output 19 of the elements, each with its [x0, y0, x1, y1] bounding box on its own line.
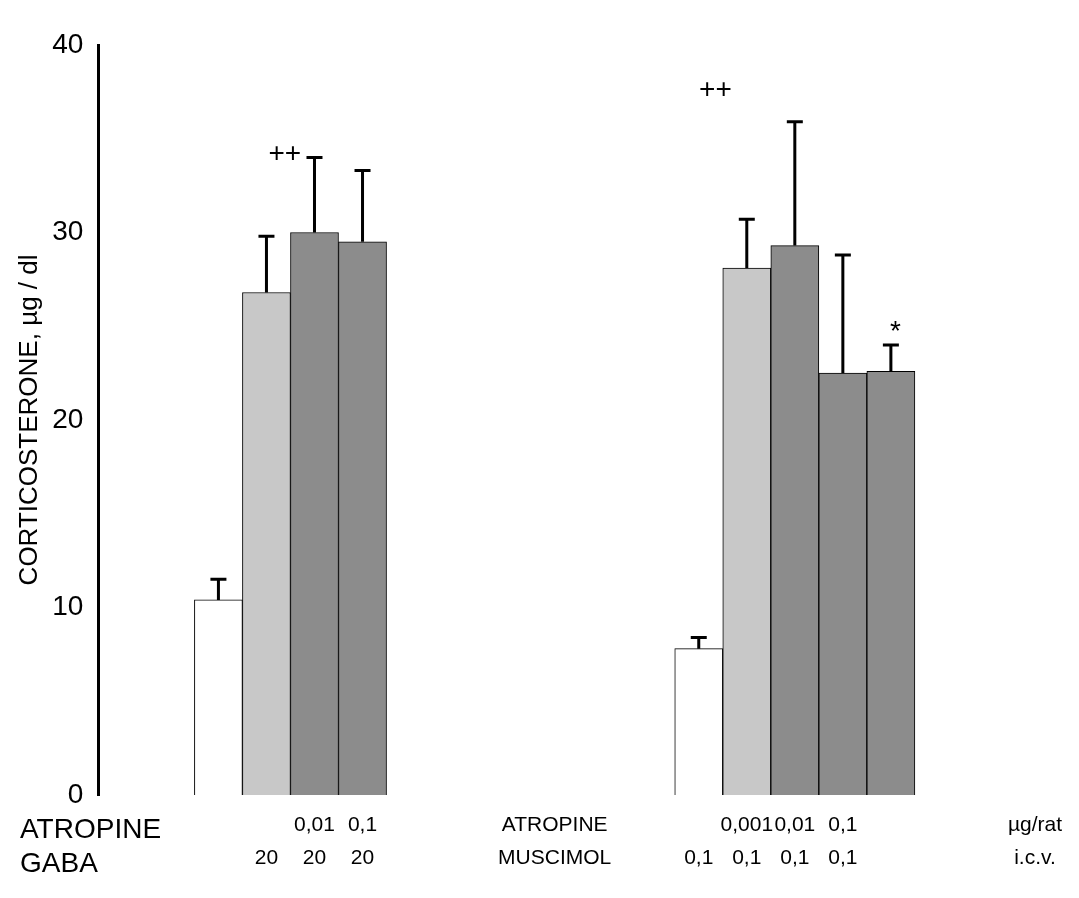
x-tick-label: 0,01 20: [294, 811, 335, 868]
y-tick-label: 30: [52, 215, 84, 247]
y-tick-label: 0: [67, 777, 84, 809]
y-tick-label: 20: [52, 402, 84, 434]
x-tick-label: 20: [254, 844, 279, 868]
y-tick-label: 10: [52, 590, 84, 622]
y-tick-label: 40: [52, 27, 84, 59]
x-tick-label: µg/rat i.c.v.: [1007, 811, 1063, 868]
text: ATROPINE GABA: [20, 813, 162, 879]
annotation: ++: [268, 137, 302, 169]
x-tick-label: 0,01 0,1: [774, 811, 816, 868]
x-tick-label: 0,1: [684, 844, 714, 868]
annotation: ++: [699, 72, 732, 104]
x-tick-label: 0,1 0,1: [828, 811, 858, 868]
x-tick-label: ATROPINE MUSCIMOL: [498, 811, 612, 868]
x-tick-label: 0,001 0,1: [720, 811, 774, 868]
x-tick-label: 0,1 20: [347, 811, 378, 868]
annotation: *: [890, 314, 902, 346]
y-axis-title: CORTICOSTERONE, µg / dl: [12, 254, 43, 586]
